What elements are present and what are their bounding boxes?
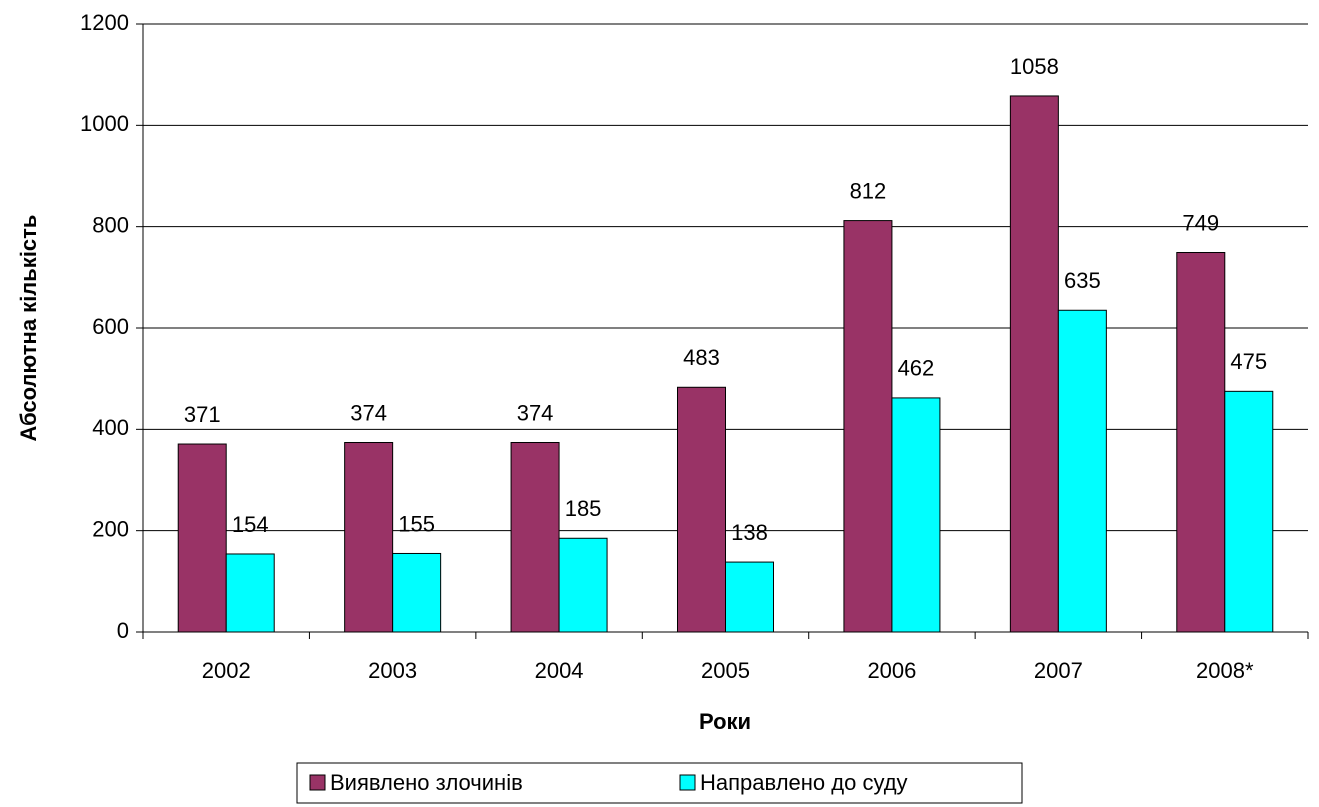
bar <box>1224 390 1274 633</box>
bar <box>725 561 774 633</box>
data-label: 475 <box>1230 349 1267 374</box>
bar <box>1009 95 1059 633</box>
data-label: 635 <box>1064 268 1101 293</box>
y-tick-label: 1000 <box>80 111 129 136</box>
x-tick-label: 2004 <box>535 658 584 683</box>
data-label: 462 <box>898 356 935 381</box>
y-tick-label: 200 <box>92 516 129 541</box>
y-tick-label: 800 <box>92 212 129 237</box>
legend-swatch <box>309 774 326 791</box>
bar <box>891 397 941 633</box>
data-label: 374 <box>350 400 387 425</box>
bar <box>225 553 275 633</box>
y-tick-label: 0 <box>117 618 129 643</box>
legend-label: Виявлено злочинів <box>330 770 523 795</box>
bar <box>1057 309 1107 633</box>
bar <box>843 220 893 633</box>
legend-label: Направлено до суду <box>700 770 908 795</box>
x-tick-label: 2005 <box>701 658 750 683</box>
x-tick-label: 2002 <box>202 658 251 683</box>
x-tick-label: 2006 <box>867 658 916 683</box>
x-axis-label: Роки <box>699 709 751 734</box>
bar <box>510 442 560 633</box>
data-label: 483 <box>683 345 720 370</box>
bar <box>392 552 442 633</box>
x-tick-label: 2003 <box>368 658 417 683</box>
data-label: 371 <box>184 402 221 427</box>
legend-box <box>296 762 1023 804</box>
data-label: 374 <box>517 400 554 425</box>
data-label: 138 <box>731 520 768 545</box>
y-tick-label: 600 <box>92 314 129 339</box>
bar <box>677 386 726 633</box>
y-tick-label: 400 <box>92 415 129 440</box>
data-label: 812 <box>850 178 887 203</box>
legend-swatch <box>679 774 696 791</box>
data-label: 749 <box>1182 210 1219 235</box>
bar <box>558 537 608 633</box>
x-tick-label: 2007 <box>1034 658 1083 683</box>
bar <box>177 443 227 633</box>
bar <box>344 442 394 633</box>
bar <box>1176 252 1226 633</box>
data-label: 185 <box>565 496 602 521</box>
data-label: 154 <box>232 512 269 537</box>
x-tick-label: 2008* <box>1196 658 1254 683</box>
data-label: 1058 <box>1010 54 1059 79</box>
y-axis-label: Абсолютна кількість <box>16 215 41 442</box>
y-tick-label: 1200 <box>80 10 129 35</box>
data-label: 155 <box>398 511 435 536</box>
